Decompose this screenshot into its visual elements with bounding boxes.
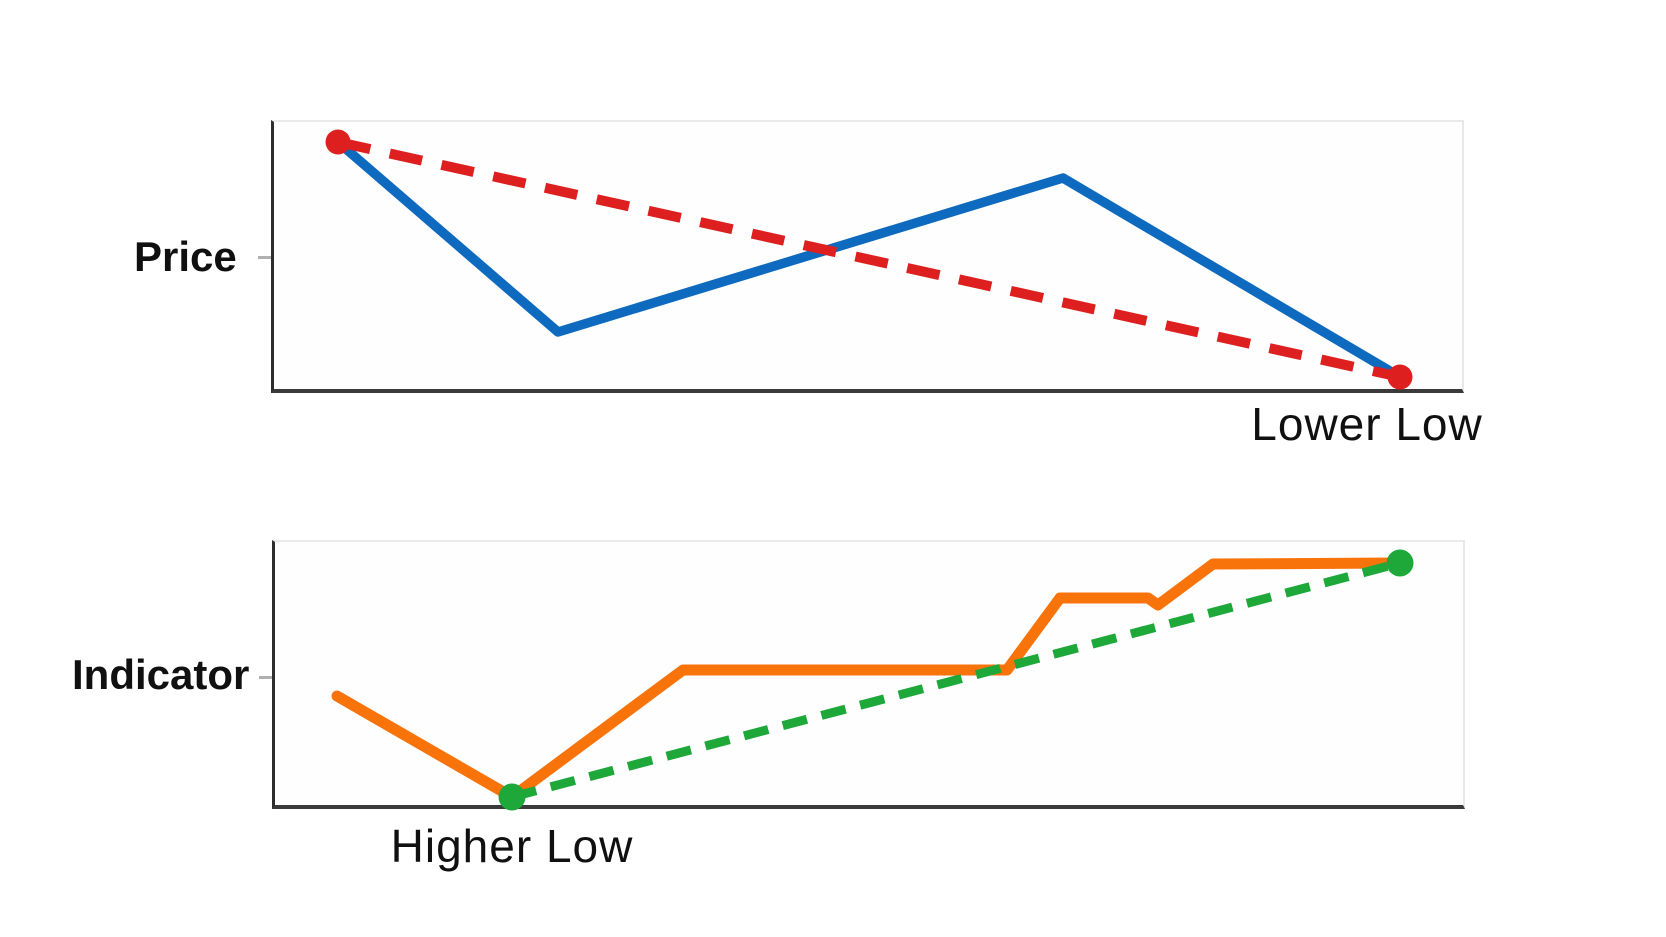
lower-low-annotation: Lower Low [1251, 398, 1483, 450]
higher-low-annotation: Higher Low [390, 820, 634, 872]
indicator-axis-label: Indicator [72, 651, 250, 698]
price-chart-panel [258, 120, 1464, 393]
swing-point-marker [498, 783, 526, 811]
swing-point-marker [1386, 549, 1414, 577]
lower-low-trendline [336, 137, 1402, 382]
price-chart-svg [325, 129, 1413, 390]
indicator-line [331, 557, 1406, 803]
indicator-y-axis-tick [259, 676, 272, 679]
price-y-axis-tick [258, 256, 271, 259]
swing-point-marker [325, 129, 351, 155]
swing-point-marker [1387, 364, 1413, 390]
price-axis-label: Price [134, 233, 237, 280]
indicator-chart-panel [259, 540, 1465, 811]
indicator-chart-svg [331, 549, 1414, 811]
price-line [333, 137, 1405, 382]
higher-low-trendline [510, 558, 1402, 802]
